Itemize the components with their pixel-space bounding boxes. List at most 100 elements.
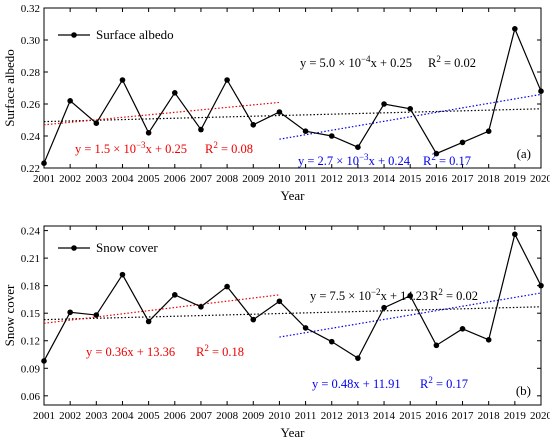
panel-a-y-axis-label: Surface albedo (2, 49, 17, 127)
panel-b-data-point (538, 282, 544, 289)
panel-b-trend-equation-r2-label: R (196, 345, 205, 359)
panel-a-y-tick-label: 0.22 (21, 163, 40, 175)
panel-b-x-tick-label: 2019 (504, 410, 527, 422)
panel-b-trend-line (43, 306, 542, 321)
panel-b-x-tick-label: 2011 (295, 410, 317, 422)
panel-a-data-point (355, 144, 361, 150)
panel-a-x-tick-label: 2005 (138, 173, 161, 185)
panel-b-data-point (355, 355, 361, 361)
panel-a-data-point (198, 126, 204, 133)
panel-b-data-point (433, 342, 440, 349)
panel-b-data-point (302, 325, 309, 331)
panel-b-y-tick-label: 0.15 (21, 308, 41, 320)
panel-b-trend-equation-r2-value: = 0.18 (209, 345, 244, 359)
panel-a-data-point (41, 160, 47, 166)
panel-a-trend-equation-r2: R2 = 0.02 (428, 54, 476, 70)
panel-b-x-tick-label: 2004 (111, 410, 134, 422)
panel-a-x-axis-label: Year (281, 188, 306, 203)
panel-a-trend-equation-main: y = 2.7 × 10 (298, 154, 359, 168)
panel-a-trend-equation: y = 2.7 × 10−3x + 0.24 (298, 152, 411, 168)
panel-b-trend-equation-r2-exponent: 2 (438, 287, 443, 297)
panel-b-trend-equation-r2-label: R (430, 289, 439, 303)
panel-b-trend-equation-main: y = 0.36x + 13.36 (86, 345, 175, 359)
panel-b-x-tick-label: 2017 (452, 410, 475, 422)
panel-a-trend-line (279, 93, 542, 140)
panel-b-x-axis-label: Year (281, 425, 306, 440)
panel-b-data-point (328, 338, 335, 345)
panel-a-data-point (512, 26, 518, 32)
panel-a-x-tick-label: 2016 (425, 173, 448, 185)
panel-b-y-tick-label: 0.09 (21, 363, 41, 375)
panel-b-trend-equation-exponent: −2 (371, 287, 381, 297)
panel-a-data-point (538, 88, 544, 94)
panel-a-y-tick-label: 0.28 (21, 67, 41, 79)
panel-b-trend-equation-r2: R2 = 0.02 (430, 287, 478, 303)
panel-a-trend-equation-main: y = 5.0 × 10 (300, 56, 361, 70)
panel-a-x-tick-label: 2014 (373, 173, 396, 185)
panel-b-y-tick-label: 0.12 (21, 336, 40, 348)
panel-a-data-point (459, 139, 466, 146)
panel-a-trend-equation-tail: x + 0.25 (146, 142, 187, 156)
panel-a-x-tick-label: 2018 (478, 173, 501, 185)
panel-b-data-point (381, 304, 387, 311)
panel-a-data-point (407, 106, 414, 112)
panel-a-trend-equation-r2: R2 = 0.08 (205, 140, 253, 156)
panel-b-x-tick-label: 2003 (85, 410, 108, 422)
panel-a-x-tick-label: 2001 (33, 173, 55, 185)
panel-b-trend-equation-r2: R2 = 0.18 (196, 343, 244, 359)
panel-b-data-point (198, 303, 204, 310)
panel-b-series-line (43, 232, 542, 362)
panel-a-panel-label: (a) (517, 146, 531, 161)
panel-a-data-point (171, 90, 178, 96)
panel-a-trend-equation-r2-label: R (205, 142, 214, 156)
panel-a-y-tick-label: 0.32 (21, 3, 40, 15)
panel-b-x-tick-label: 2002 (59, 410, 81, 422)
panel-b-trend-equation-r2: R2 = 0.17 (420, 375, 468, 391)
panel-b-data-point (41, 358, 47, 364)
panel-b-x-tick-label: 2018 (478, 410, 501, 422)
panel-a-data-point (485, 128, 492, 134)
panel-b-trend-equation: y = 7.5 × 10−2x + 14.23 (310, 287, 428, 303)
panel-a-trend-equation-r2-label: R (428, 56, 437, 70)
panel-a-trend-equation-r2-value: = 0.17 (436, 154, 471, 168)
panel-a-x-tick-label: 2004 (111, 173, 134, 185)
panel-b-x-tick-label: 2005 (138, 410, 161, 422)
panel-a-trend-equation-r2: R2 = 0.17 (423, 152, 471, 168)
panel-b-data-point (407, 292, 414, 299)
panel-b-trend-equation: y = 0.48x + 11.91 (312, 377, 401, 391)
panel-a-trend-equation-exponent: −3 (359, 152, 369, 162)
panel-a-trend-equation-tail: x + 0.24 (369, 154, 411, 168)
panel-a-x-tick-label: 2008 (216, 173, 239, 185)
panel-a-data-point (250, 122, 257, 128)
panel-a-legend-marker (71, 32, 77, 38)
panel-b-y-tick-label: 0.06 (21, 391, 41, 403)
panel-a-trend-equation-r2-exponent: 2 (436, 54, 441, 64)
panel-a-y-tick-label: 0.30 (21, 35, 41, 47)
panel-b-panel-label: (b) (516, 383, 531, 398)
panel-a-plot-frame (43, 7, 542, 169)
panel-b-data-point (459, 326, 466, 332)
panel-a-x-tick-label: 2011 (295, 173, 317, 185)
panel-b-legend-marker (71, 245, 77, 251)
panel-a-y-tick-label: 0.24 (21, 131, 41, 143)
panel-b-trend-line (43, 294, 280, 324)
panel-a-x-tick-label: 2012 (321, 173, 343, 185)
panel-b-y-tick-label: 0.18 (21, 281, 41, 293)
panel-a-trend-equation-r2-exponent: 2 (431, 152, 436, 162)
panel-a-x-tick-label: 2010 (268, 173, 291, 185)
panel-a-data-point (328, 133, 335, 139)
panel-b-x-tick-label: 2014 (373, 410, 396, 422)
panel-a-x-tick-label: 2015 (399, 173, 422, 185)
panel-b-trend-equation: y = 0.36x + 13.36 (86, 345, 175, 359)
panel-b-x-tick-label: 2013 (347, 410, 370, 422)
panel-a-trend-equation-r2-value: = 0.08 (218, 142, 253, 156)
panel-a-x-tick-label: 2009 (242, 173, 265, 185)
panel-a-trend-equation: y = 5.0 × 10−4x + 0.25 (300, 54, 412, 70)
panel-b-data-point (67, 309, 73, 316)
panel-a-trend-line (43, 101, 280, 126)
panel-a-series-line (43, 26, 542, 164)
panel-a-trend-equation: y = 1.5 × 10−3x + 0.25 (75, 140, 187, 156)
panel-b-data-point (93, 312, 100, 318)
panel-a-trend-line (43, 108, 542, 123)
panel-b-x-tick-label: 2007 (190, 410, 213, 422)
